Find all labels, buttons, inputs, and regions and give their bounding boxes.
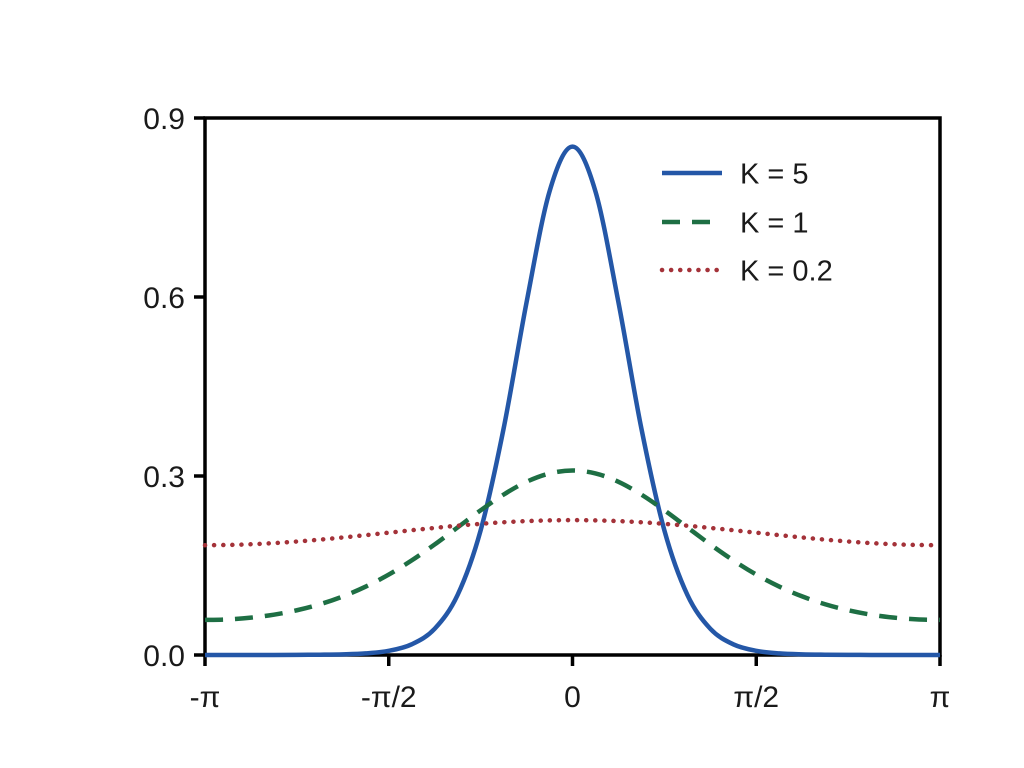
x-tick-label: -π/2 [361, 681, 417, 714]
series-line-k1 [204, 468, 941, 623]
x-tick-label: π [930, 681, 951, 714]
legend-label: K = 5 [740, 158, 809, 190]
y-tick-label: 0.6 [143, 282, 185, 315]
x-tick-label: π/2 [733, 681, 779, 714]
x-tick-label: 0 [564, 681, 581, 714]
y-tick-label: 0.0 [143, 640, 185, 673]
legend-label: K = 1 [740, 207, 809, 239]
legend-entry: K = 1 [662, 207, 809, 239]
legend-entry: K = 0.2 [659, 255, 833, 287]
legend-entry: K = 5 [662, 158, 809, 190]
legend: K = 5 K = 1 K = 0.2 [659, 158, 833, 287]
legend-label: K = 0.2 [740, 255, 833, 287]
series-line-k5 [205, 144, 940, 658]
y-tick-label: 0.9 [143, 103, 185, 136]
y-tick-label: 0.3 [143, 461, 185, 494]
x-tick-label: -π [190, 681, 221, 714]
